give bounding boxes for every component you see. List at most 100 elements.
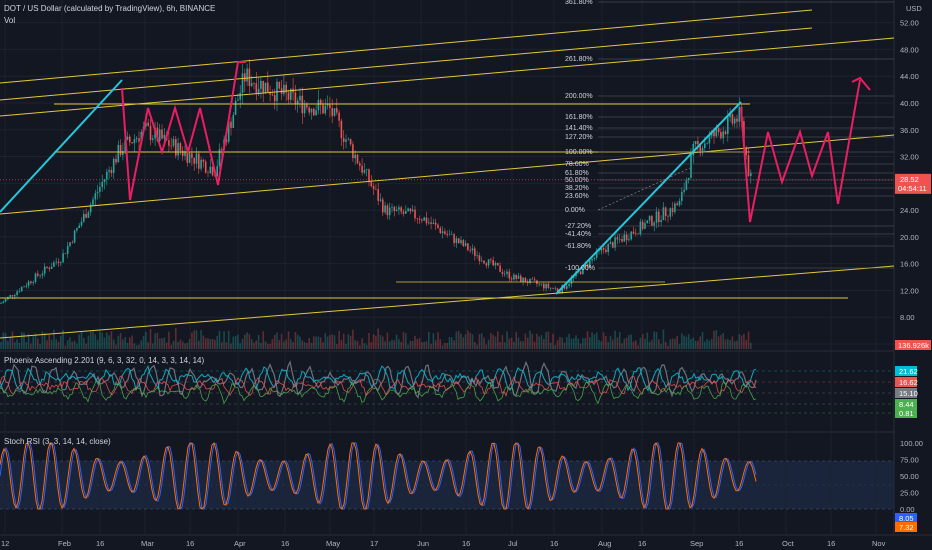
indicator1-title[interactable]: Phoenix Ascending 2.201 (9, 6, 3, 32, 0,… <box>4 356 204 365</box>
volume-bar <box>388 341 391 349</box>
volume-bar <box>55 339 57 349</box>
candle-body <box>635 233 637 234</box>
candle-body <box>133 139 136 144</box>
volume-bar <box>310 342 313 349</box>
candle-body <box>16 291 18 296</box>
candle-body <box>315 110 317 116</box>
candle-body <box>296 100 299 105</box>
volume-bar <box>239 343 241 349</box>
volume-bar <box>198 340 200 349</box>
candle-body <box>441 231 444 234</box>
volume-bar <box>543 338 545 349</box>
candle-body <box>563 285 566 289</box>
volume-bar <box>701 331 704 349</box>
volume-bar <box>400 341 402 349</box>
volume-bar <box>651 339 653 349</box>
volume-bar <box>329 335 331 349</box>
price-axis[interactable]: 56.0052.0048.0044.0040.0036.0032.0028.00… <box>0 0 931 350</box>
candle-body <box>423 217 425 221</box>
indicator1-value-tag <box>895 388 917 398</box>
symbol-title[interactable]: DOT / US Dollar (calculated by TradingVi… <box>4 4 215 13</box>
candle-body <box>106 171 108 180</box>
volume-tag <box>895 340 931 350</box>
volume-bar <box>248 334 251 349</box>
volume-bar <box>363 343 366 349</box>
volume-bar <box>218 330 221 349</box>
candle-body <box>117 144 120 163</box>
candle-body <box>572 276 575 279</box>
time-tick-label: 16 <box>735 539 743 548</box>
volume-bar <box>262 331 264 349</box>
candle-body <box>303 104 306 114</box>
volume-bar <box>347 334 350 349</box>
candle-body <box>253 83 255 84</box>
volume-bar <box>264 341 267 349</box>
last-price-label: 28.52 <box>900 175 919 184</box>
candle-body <box>57 261 60 263</box>
fib-label: 0.00% <box>565 207 585 214</box>
candle-body <box>99 187 101 192</box>
volume-bar <box>18 342 21 349</box>
fib-label: 161.80% <box>565 114 593 121</box>
candle-body <box>181 150 184 156</box>
volume-bar <box>25 342 28 349</box>
volume-bar <box>296 334 299 349</box>
candle-body <box>271 94 274 96</box>
volume-bar <box>513 341 515 349</box>
volume-bar <box>704 341 706 349</box>
volume-bar <box>375 335 377 349</box>
volume-bar <box>99 331 101 349</box>
price-tick-label: 8.00 <box>900 313 915 322</box>
candle-body <box>230 121 232 128</box>
volume-bar <box>745 340 747 349</box>
candle-body <box>313 108 315 116</box>
volume-bar <box>356 341 359 349</box>
candle-body <box>407 208 409 212</box>
volume-bar <box>161 338 163 349</box>
candle-body <box>112 158 115 174</box>
time-tick-label: Jun <box>417 539 429 548</box>
candle-body <box>517 275 520 279</box>
candle-body <box>538 283 540 285</box>
candle-body <box>80 221 83 226</box>
candle-body <box>678 200 681 206</box>
volume-bar <box>112 339 115 349</box>
volume-bar <box>664 341 667 349</box>
candle-body <box>432 222 435 224</box>
volume-bar <box>92 331 94 349</box>
candle-body <box>333 108 336 116</box>
volume-bar <box>133 343 136 349</box>
candle-body <box>382 199 384 213</box>
volume-bar <box>200 330 202 349</box>
volume-bar <box>485 344 488 349</box>
candle-body <box>444 231 446 234</box>
volume-bar <box>724 339 727 349</box>
channel-line <box>0 265 895 339</box>
candle-body <box>43 266 46 274</box>
candle-body <box>485 263 488 266</box>
volume-bar <box>391 339 393 349</box>
time-tick-label: Sep <box>690 539 703 548</box>
volume-bar <box>85 343 87 349</box>
volume-bar <box>653 331 655 349</box>
candle-body <box>405 211 407 214</box>
candle-body <box>161 129 163 139</box>
time-axis[interactable]: 12 Feb 16 Mar 16 Apr 16 May 17 Jun 16 Jul 16 Aug 16 Sep… <box>1 539 886 548</box>
candle-body <box>232 114 235 128</box>
candle-body <box>331 108 333 116</box>
volume-bar <box>618 332 621 349</box>
volume-bar <box>600 341 603 349</box>
volume-bar <box>73 340 76 349</box>
candle-body <box>375 189 377 190</box>
volume-bar <box>478 334 481 349</box>
candle-body <box>294 92 297 105</box>
volume-bar <box>186 342 189 349</box>
price-tick-label: 24.00 <box>900 206 919 215</box>
volume-bar <box>253 342 255 349</box>
volume-bar <box>377 328 379 349</box>
fib-anchor-line <box>597 167 691 211</box>
indicator2-title[interactable]: Stoch RSI (3, 3, 14, 14, close) <box>4 437 111 446</box>
candle-body <box>0 303 2 304</box>
volume-bar <box>591 332 593 349</box>
